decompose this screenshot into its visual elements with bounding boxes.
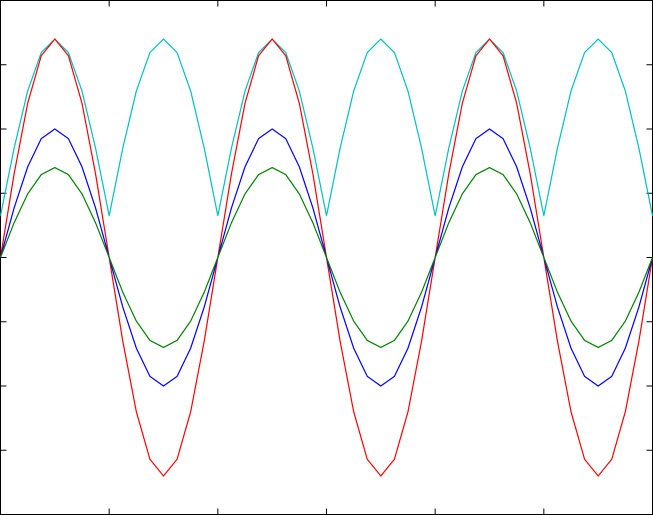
series-line [0, 38, 653, 216]
series-line [0, 166, 653, 349]
